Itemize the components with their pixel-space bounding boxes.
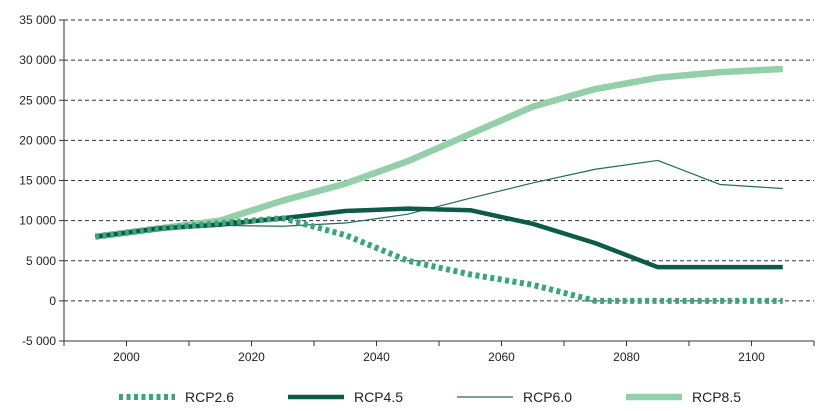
y-tick-label-0: -5 000 <box>22 334 56 348</box>
x-axis-ticks: 2000 2020 2040 2060 2080 2100 <box>63 341 815 364</box>
legend-label-3: RCP8.5 <box>692 389 741 405</box>
x-tick-label-4: 2080 <box>613 350 640 364</box>
x-tick-label-1: 2020 <box>238 350 265 364</box>
x-tick-label-5: 2100 <box>738 350 765 364</box>
y-tick-label-8: 35 000 <box>19 13 56 27</box>
y-tick-label-1: 0 <box>49 294 56 308</box>
legend-label-2: RCP6.0 <box>523 389 572 405</box>
y-tick-label-7: 30 000 <box>19 53 56 67</box>
series-lines <box>94 65 783 304</box>
y-axis-ticks: -5 000 0 5 000 10 000 15 000 20 000 25 000 30 0… <box>19 13 64 348</box>
series-line-rcp4-5 <box>94 206 783 270</box>
x-tick-label-0: 2000 <box>113 350 140 364</box>
legend-label-1: RCP4.5 <box>354 389 403 405</box>
legend: RCP2.6 RCP4.5 RCP6.0 RCP8.5 <box>119 389 741 405</box>
y-tick-label-5: 20 000 <box>19 133 56 147</box>
y-tick-label-4: 15 000 <box>19 174 56 188</box>
legend-label-0: RCP2.6 <box>185 389 234 405</box>
gridlines <box>64 19 814 302</box>
y-tick-label-3: 10 000 <box>19 214 56 228</box>
x-tick-label-2: 2040 <box>363 350 390 364</box>
x-tick-label-3: 2060 <box>488 350 515 364</box>
y-tick-label-6: 25 000 <box>19 93 56 107</box>
y-tick-label-2: 5 000 <box>26 254 56 268</box>
series-line-rcp2-6 <box>94 215 783 304</box>
